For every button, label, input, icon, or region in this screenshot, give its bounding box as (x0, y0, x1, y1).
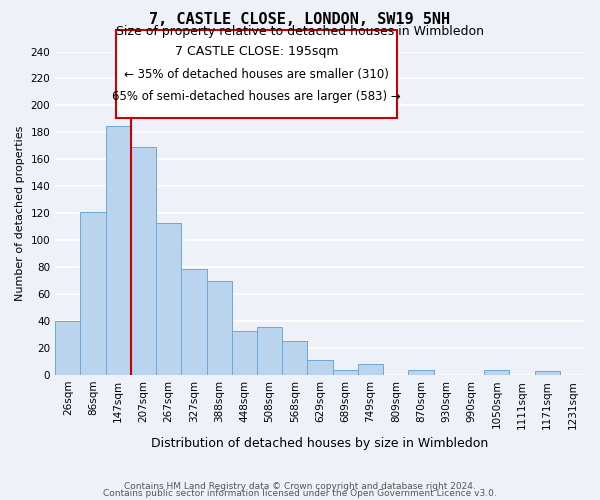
Bar (257, 326, 282, 375)
Bar (232, 330, 257, 375)
Bar (181, 268, 206, 375)
Bar (156, 222, 181, 375)
Bar (307, 360, 332, 375)
Bar (106, 126, 131, 375)
Bar (206, 280, 232, 375)
Text: 7 CASTLE CLOSE: 195sqm: 7 CASTLE CLOSE: 195sqm (175, 45, 338, 58)
Y-axis label: Number of detached properties: Number of detached properties (15, 126, 25, 301)
Bar (484, 370, 509, 375)
Text: ← 35% of detached houses are smaller (310): ← 35% of detached houses are smaller (31… (124, 68, 389, 80)
Text: Contains public sector information licensed under the Open Government Licence v3: Contains public sector information licen… (103, 489, 497, 498)
Text: Size of property relative to detached houses in Wimbledon: Size of property relative to detached ho… (116, 25, 484, 38)
Bar (409, 370, 434, 375)
Bar (80, 212, 106, 375)
FancyBboxPatch shape (116, 30, 397, 118)
Bar (358, 364, 383, 375)
Bar (131, 147, 156, 375)
X-axis label: Distribution of detached houses by size in Wimbledon: Distribution of detached houses by size … (151, 437, 489, 450)
Bar (535, 371, 560, 375)
Text: 65% of semi-detached houses are larger (583) →: 65% of semi-detached houses are larger (… (112, 90, 401, 104)
Text: 7, CASTLE CLOSE, LONDON, SW19 5NH: 7, CASTLE CLOSE, LONDON, SW19 5NH (149, 12, 451, 28)
Text: Contains HM Land Registry data © Crown copyright and database right 2024.: Contains HM Land Registry data © Crown c… (124, 482, 476, 491)
Bar (282, 342, 307, 375)
Bar (55, 321, 80, 375)
Bar (332, 370, 358, 375)
